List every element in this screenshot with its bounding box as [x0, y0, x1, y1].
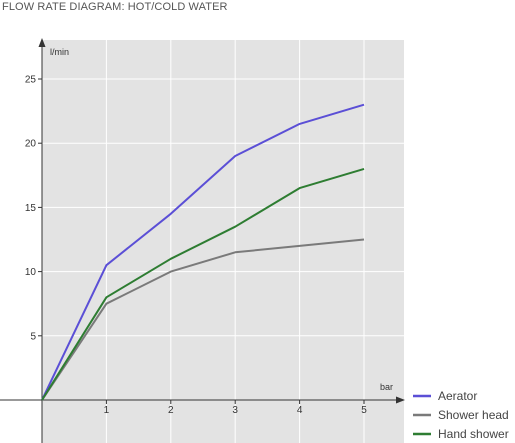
- x-tick-label: 4: [297, 405, 303, 416]
- y-tick-label: 25: [25, 75, 37, 86]
- series-line-aerator: [41, 103, 365, 401]
- x-tick-label: 1: [104, 405, 110, 416]
- grid: [42, 40, 404, 443]
- page-title: FLOW RATE DIAGRAM: HOT/COLD WATER: [2, 1, 228, 13]
- y-axis-arrow-icon: [38, 38, 46, 47]
- series-lines: [41, 103, 365, 401]
- legend-label-hand-shower: Hand shower: [438, 427, 509, 441]
- legend-label-shower-head: Shower head: [438, 408, 509, 422]
- y-tick-label: 10: [25, 267, 37, 278]
- legend: Aerator Shower head Hand shower: [413, 389, 509, 441]
- x-axis-arrow-icon: [396, 396, 405, 404]
- y-tick-label: 15: [25, 203, 37, 214]
- x-tick-label: 3: [232, 405, 238, 416]
- series-line-hand-shower: [41, 167, 365, 401]
- x-tick-label: 2: [168, 405, 174, 416]
- y-tick-label: 20: [25, 139, 37, 150]
- tick-labels: 5 10 15 20 25 1 2 3 4 5: [25, 75, 367, 417]
- legend-label-aerator: Aerator: [438, 389, 477, 403]
- x-axis-label: bar: [380, 382, 393, 392]
- x-tick-label: 5: [361, 405, 367, 416]
- axes: l/min bar: [0, 38, 405, 443]
- y-tick-label: 5: [30, 331, 36, 342]
- series-line-shower-head: [41, 238, 365, 401]
- y-axis-label: l/min: [50, 47, 69, 57]
